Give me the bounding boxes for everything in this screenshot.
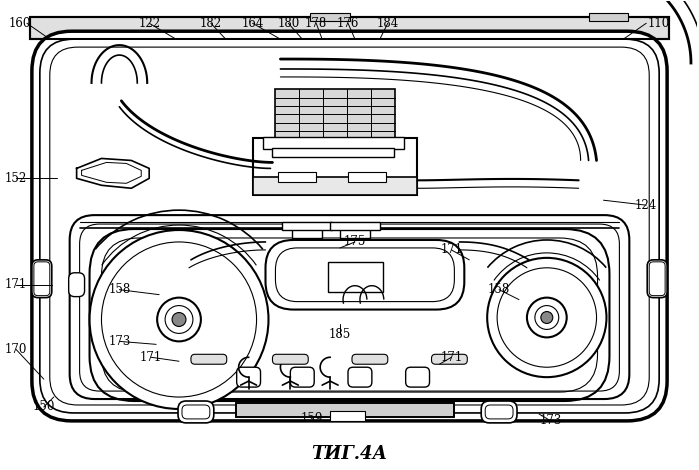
Text: 176: 176 [337,17,359,30]
Text: 150: 150 [33,400,55,414]
Bar [30,17,669,39]
FancyBboxPatch shape [32,260,52,298]
FancyBboxPatch shape [34,262,50,296]
FancyBboxPatch shape [237,367,261,387]
Bar [330,222,380,230]
FancyBboxPatch shape [178,401,214,423]
Bar [282,222,332,230]
Text: 170: 170 [5,343,27,356]
Text: 178: 178 [305,17,327,30]
Text: 185: 185 [329,328,351,341]
Circle shape [165,306,193,333]
Bar [340,226,370,238]
FancyBboxPatch shape [266,240,464,310]
Bar [252,177,417,195]
Text: 158: 158 [108,283,131,296]
Bar [252,138,417,195]
FancyBboxPatch shape [649,262,665,296]
Circle shape [535,306,559,329]
FancyBboxPatch shape [481,401,517,423]
FancyBboxPatch shape [32,31,667,421]
Text: 110: 110 [648,17,670,30]
Text: 171: 171 [140,351,162,364]
Circle shape [527,298,567,337]
Text: 152: 152 [5,172,27,185]
FancyBboxPatch shape [40,39,659,413]
Text: 180: 180 [278,17,299,30]
Text: 171: 171 [440,351,463,364]
Polygon shape [77,158,149,188]
Text: 171: 171 [440,243,463,257]
Bar [236,403,454,417]
Bar [292,226,322,238]
FancyBboxPatch shape [405,367,429,387]
Bar [30,17,669,39]
Bar [273,148,394,157]
Text: 122: 122 [138,17,160,30]
Bar [263,137,404,149]
Bar [330,411,365,421]
Text: 173: 173 [108,335,131,348]
Bar [328,262,383,292]
Bar [275,89,395,139]
Text: ΤИГ.4А: ΤИГ.4А [311,445,387,462]
FancyBboxPatch shape [70,215,629,399]
Text: 164: 164 [241,17,264,30]
Bar [278,172,316,182]
FancyBboxPatch shape [275,248,454,302]
Text: 184: 184 [377,17,399,30]
Bar [348,172,386,182]
Circle shape [89,230,268,409]
Bar [310,13,350,21]
Circle shape [541,312,553,323]
Text: 173: 173 [540,415,562,427]
Circle shape [157,298,201,341]
Text: 159: 159 [301,412,324,425]
FancyBboxPatch shape [348,367,372,387]
Text: 182: 182 [200,17,222,30]
Bar [236,403,454,417]
FancyBboxPatch shape [191,354,226,364]
Text: 175: 175 [344,235,366,249]
Text: 160: 160 [9,17,31,30]
FancyBboxPatch shape [352,354,388,364]
Circle shape [101,242,257,397]
FancyBboxPatch shape [485,405,513,419]
Text: 171: 171 [5,278,27,291]
FancyBboxPatch shape [290,367,315,387]
Circle shape [172,313,186,327]
Circle shape [487,258,607,377]
Circle shape [497,268,596,367]
FancyBboxPatch shape [50,47,649,405]
FancyBboxPatch shape [431,354,468,364]
Text: 158: 158 [488,283,510,296]
FancyBboxPatch shape [273,354,308,364]
FancyBboxPatch shape [69,273,85,297]
Bar [589,13,628,21]
Text: 124: 124 [635,199,657,212]
FancyBboxPatch shape [80,224,619,391]
FancyBboxPatch shape [182,405,210,419]
FancyBboxPatch shape [647,260,667,298]
